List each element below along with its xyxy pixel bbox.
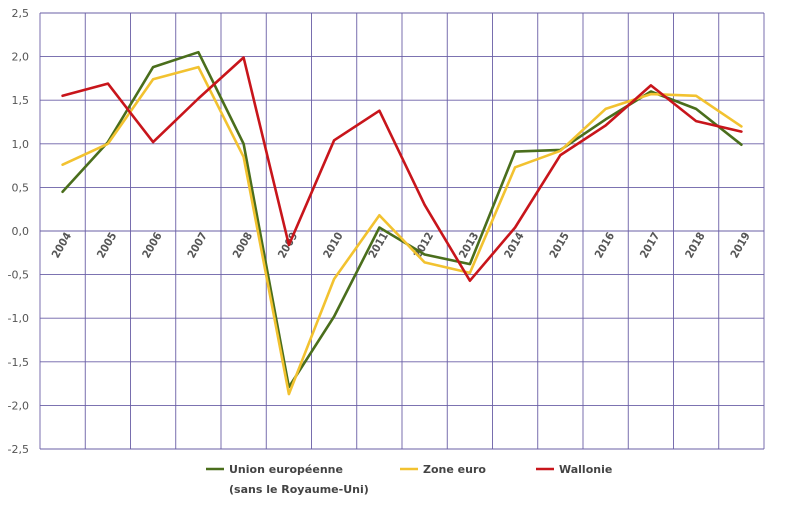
x-tick-label: 2014	[502, 230, 527, 260]
x-tick-label: 2018	[683, 230, 708, 260]
legend-label: Zone euro	[423, 463, 486, 476]
y-axis-ticks: 2,5 2,0 1,5 1,0 0,5 0,0 -0,5 -1,0 -1,5 -2,0 -2,5	[8, 7, 29, 456]
x-tick-label: 2007	[185, 230, 210, 260]
y-tick-label: -2,0	[8, 399, 29, 412]
x-tick-label: 2005	[94, 230, 119, 260]
series-line-2	[61, 65, 743, 396]
x-tick-label: 2015	[547, 230, 572, 260]
x-tick-label: 2010	[321, 230, 346, 260]
legend-label: Wallonie	[559, 463, 612, 476]
x-tick-label: 2008	[230, 230, 255, 260]
grid	[39, 12, 765, 450]
y-tick-label: -1,5	[8, 356, 29, 369]
legend-label: Union européenne	[229, 463, 343, 476]
x-tick-label: 2016	[592, 230, 617, 260]
x-tick-label: 2017	[637, 230, 662, 260]
y-tick-label: 1,5	[12, 94, 30, 107]
y-tick-label: -1,0	[8, 312, 29, 325]
y-tick-label: -0,5	[8, 269, 29, 282]
y-tick-label: 2,0	[12, 51, 30, 64]
x-axis-ticks: 2004 2005 2006 2007 2008 2009 2010 2011 2012 2013…	[49, 230, 753, 260]
y-tick-label: 0,5	[12, 181, 30, 194]
x-tick-label: 2004	[49, 230, 74, 260]
x-tick-label: 2019	[728, 230, 753, 260]
y-tick-label: 1,0	[12, 138, 30, 151]
y-tick-label: 2,5	[12, 7, 30, 20]
x-tick-label: 2006	[140, 230, 165, 260]
series-line-3	[61, 56, 743, 283]
y-tick-label: -2,5	[8, 443, 29, 456]
series-lines	[61, 50, 743, 396]
y-tick-label: 0,0	[12, 225, 30, 238]
legend-label-line2: (sans le Royaume-Uni)	[229, 483, 369, 496]
legend: Union européenne (sans le Royaume-Uni) Zon…	[206, 463, 612, 496]
